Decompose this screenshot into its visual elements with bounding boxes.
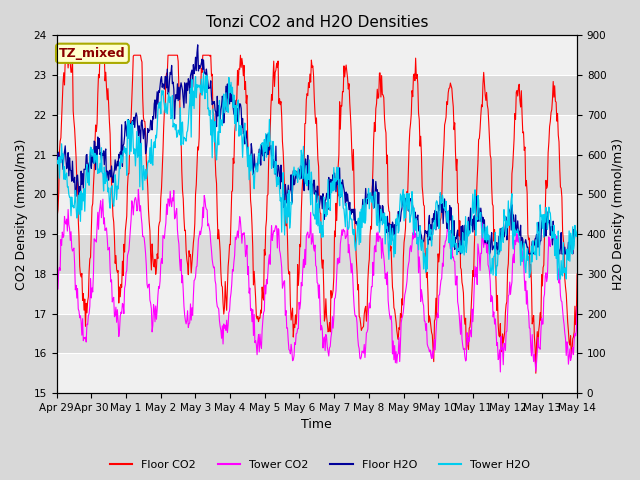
Bar: [56, 155, 577, 194]
Text: TZ_mixed: TZ_mixed: [59, 47, 125, 60]
Y-axis label: CO2 Density (mmol/m3): CO2 Density (mmol/m3): [15, 139, 28, 290]
Bar: [56, 75, 577, 115]
Bar: [56, 115, 577, 155]
Y-axis label: H2O Density (mmol/m3): H2O Density (mmol/m3): [612, 138, 625, 290]
Bar: [56, 353, 577, 393]
Legend: Floor CO2, Tower CO2, Floor H2O, Tower H2O: Floor CO2, Tower CO2, Floor H2O, Tower H…: [105, 456, 535, 474]
Bar: [56, 274, 577, 313]
Bar: [56, 194, 577, 234]
X-axis label: Time: Time: [301, 419, 332, 432]
Bar: [56, 313, 577, 353]
Bar: [56, 36, 577, 75]
Title: Tonzi CO2 and H2O Densities: Tonzi CO2 and H2O Densities: [205, 15, 428, 30]
Bar: [56, 234, 577, 274]
